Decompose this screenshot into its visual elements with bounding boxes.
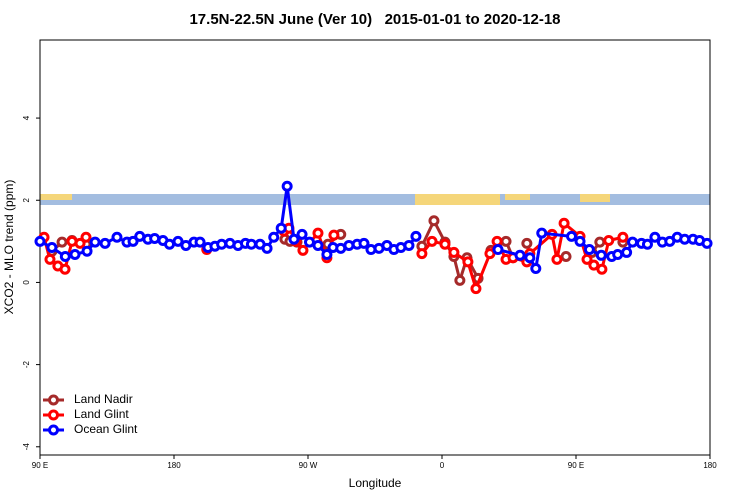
point bbox=[34, 235, 46, 247]
x-tick-label: 90 E bbox=[32, 461, 48, 470]
point bbox=[594, 236, 606, 248]
chart-title: 17.5N-22.5N June (Ver 10) 2015-01-01 to … bbox=[189, 11, 560, 28]
point bbox=[536, 227, 548, 239]
y-tick-label: 4 bbox=[22, 115, 31, 120]
x-tick-label: 180 bbox=[167, 461, 181, 470]
point bbox=[588, 259, 600, 271]
legend-label: Land Nadir bbox=[74, 392, 133, 406]
point bbox=[627, 236, 639, 248]
point bbox=[470, 283, 482, 295]
point bbox=[621, 246, 633, 258]
point bbox=[403, 239, 415, 251]
point bbox=[59, 251, 71, 263]
x-tick-label: 90 E bbox=[568, 461, 584, 470]
point bbox=[358, 237, 370, 249]
x-tick-label: 90 W bbox=[299, 461, 318, 470]
point bbox=[275, 222, 287, 234]
point bbox=[268, 231, 280, 243]
point bbox=[521, 237, 533, 249]
point bbox=[617, 231, 629, 243]
legend-marker bbox=[48, 424, 59, 436]
point bbox=[410, 230, 422, 242]
point bbox=[530, 262, 542, 274]
point bbox=[514, 249, 526, 261]
point bbox=[500, 235, 512, 247]
x-tick-label: 180 bbox=[703, 461, 717, 470]
point bbox=[149, 232, 161, 244]
point bbox=[448, 246, 460, 258]
y-tick-label: -4 bbox=[22, 443, 31, 451]
point bbox=[524, 252, 536, 264]
point bbox=[172, 235, 184, 247]
point bbox=[679, 233, 691, 245]
point bbox=[328, 229, 340, 241]
point bbox=[127, 235, 139, 247]
point bbox=[701, 237, 713, 249]
point bbox=[641, 238, 653, 250]
point bbox=[649, 231, 661, 243]
point bbox=[288, 233, 300, 245]
point bbox=[46, 242, 58, 253]
legend-marker bbox=[48, 409, 59, 421]
point bbox=[416, 248, 428, 260]
point bbox=[596, 263, 608, 275]
point bbox=[583, 244, 595, 256]
point bbox=[81, 245, 93, 257]
point bbox=[312, 239, 324, 251]
point bbox=[216, 238, 228, 250]
point bbox=[426, 235, 438, 247]
y-tick-label: 2 bbox=[22, 197, 31, 202]
point bbox=[69, 248, 81, 260]
legend-label: Ocean Glint bbox=[74, 422, 138, 436]
point bbox=[99, 237, 111, 249]
point bbox=[428, 215, 440, 227]
point bbox=[574, 235, 586, 247]
point bbox=[492, 244, 504, 256]
legend-label: Land Glint bbox=[74, 407, 129, 421]
point bbox=[89, 236, 101, 248]
point bbox=[603, 235, 615, 247]
point bbox=[595, 249, 607, 261]
x-tick-label: 0 bbox=[440, 461, 445, 470]
point bbox=[56, 236, 68, 248]
point bbox=[454, 274, 466, 286]
point bbox=[439, 238, 451, 250]
point bbox=[581, 253, 593, 265]
point bbox=[44, 253, 56, 265]
point bbox=[261, 242, 273, 254]
point bbox=[303, 236, 315, 248]
point bbox=[566, 230, 578, 242]
y-axis-label: XCO2 - MLO trend (ppm) bbox=[2, 180, 16, 315]
land-ocean-strip bbox=[40, 194, 710, 205]
point bbox=[484, 248, 496, 260]
point bbox=[111, 231, 123, 243]
point bbox=[312, 227, 324, 239]
point bbox=[245, 238, 257, 250]
point bbox=[281, 180, 293, 192]
legend-marker bbox=[48, 394, 59, 406]
point bbox=[343, 239, 355, 251]
point bbox=[80, 231, 92, 243]
point bbox=[321, 248, 333, 260]
point bbox=[612, 248, 624, 260]
point bbox=[558, 217, 570, 229]
point bbox=[194, 236, 206, 248]
y-tick-label: -2 bbox=[22, 361, 31, 369]
x-axis-label: Longitude bbox=[349, 476, 402, 490]
point bbox=[560, 251, 572, 263]
point bbox=[297, 244, 309, 256]
point bbox=[59, 263, 71, 275]
point bbox=[551, 253, 563, 265]
y-tick-label: 0 bbox=[22, 280, 31, 285]
point bbox=[164, 238, 176, 250]
point bbox=[462, 256, 474, 268]
point bbox=[74, 237, 86, 249]
point bbox=[296, 228, 308, 240]
